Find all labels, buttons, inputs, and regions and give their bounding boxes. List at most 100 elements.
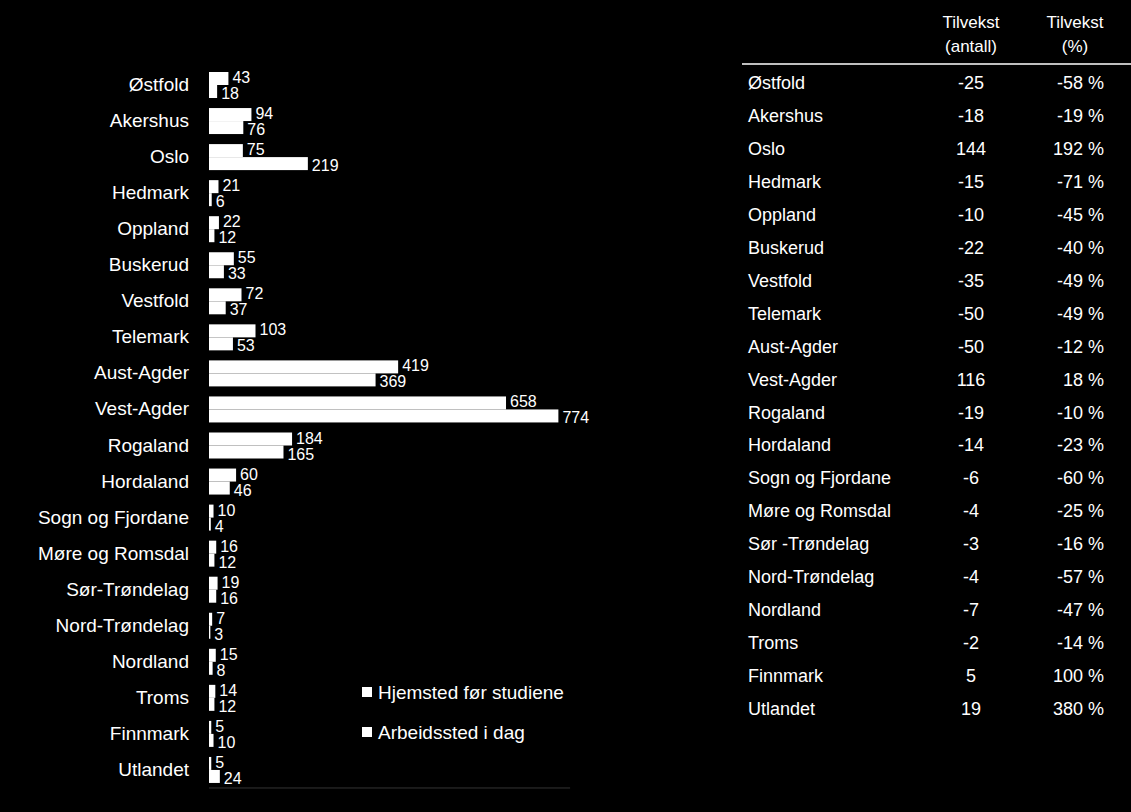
bar <box>209 757 211 770</box>
legend-label: Hjemsted før studiene <box>378 682 564 703</box>
bar <box>209 469 236 482</box>
bar <box>209 433 292 446</box>
table-cell: -25 <box>958 73 984 93</box>
category-label: Telemark <box>112 326 190 347</box>
bar <box>209 288 242 301</box>
category-label: Hordaland <box>101 471 189 492</box>
bar <box>209 685 215 698</box>
data-label: 55 <box>238 249 256 266</box>
data-label: 76 <box>247 121 265 138</box>
table-cell: -22 <box>958 238 984 258</box>
table-cell: -47 % <box>1057 600 1104 620</box>
table-cell: -16 % <box>1057 534 1104 554</box>
data-label: 18 <box>221 85 239 102</box>
legend-marker <box>362 727 372 737</box>
bar <box>209 554 214 567</box>
table-cell: -10 <box>958 205 984 225</box>
bar <box>209 216 219 229</box>
table-cell: 192 % <box>1053 139 1104 159</box>
table-cell: -49 % <box>1057 271 1104 291</box>
bar <box>209 337 233 350</box>
table-cell: -50 <box>958 337 984 357</box>
table-cell: -19 % <box>1057 106 1104 126</box>
table-row-label: Nord-Trøndelag <box>748 567 874 587</box>
category-label: Finnmark <box>110 723 190 744</box>
category-label: Østfold <box>129 74 189 95</box>
table-cell: -15 <box>958 172 984 192</box>
data-label: 19 <box>222 574 240 591</box>
data-label: 6 <box>216 193 225 210</box>
bar <box>209 505 214 518</box>
category-label: Vest-Agder <box>95 398 190 419</box>
table-cell: 18 % <box>1063 370 1104 390</box>
legend-label: Arbeidssted i dag <box>378 722 525 743</box>
data-label: 10 <box>218 734 236 751</box>
table-row-label: Hedmark <box>748 172 822 192</box>
data-label: 419 <box>402 357 429 374</box>
table-cell: -14 % <box>1057 633 1104 653</box>
data-label: 184 <box>296 430 323 447</box>
data-label: 72 <box>246 285 264 302</box>
data-label: 14 <box>219 682 237 699</box>
table-cell: -50 <box>958 304 984 324</box>
category-label: Nord-Trøndelag <box>56 615 189 636</box>
data-label: 658 <box>510 393 537 410</box>
category-label: Oslo <box>150 146 189 167</box>
category-label: Utlandet <box>118 759 189 780</box>
table-cell: -23 % <box>1057 435 1104 455</box>
table-cell: -45 % <box>1057 205 1104 225</box>
category-label: Rogaland <box>108 435 189 456</box>
table-row-label: Buskerud <box>748 238 824 258</box>
bar <box>209 662 213 675</box>
table-cell: -4 <box>963 567 979 587</box>
data-label: 3 <box>214 626 223 643</box>
table-row-label: Akershus <box>748 106 823 126</box>
table-cell: -3 <box>963 534 979 554</box>
data-label: 12 <box>218 554 236 571</box>
table-header: (antall) <box>945 37 997 56</box>
data-label: 16 <box>220 590 238 607</box>
data-label: 165 <box>287 446 314 463</box>
table-cell: 380 % <box>1053 699 1104 719</box>
bar <box>209 121 243 134</box>
data-label: 8 <box>217 662 226 679</box>
bar <box>209 144 243 157</box>
bars <box>209 72 558 783</box>
data-label: 24 <box>224 770 242 787</box>
x-axis-line <box>209 787 570 788</box>
bar <box>209 360 398 373</box>
bar <box>209 180 218 193</box>
table-cell: -25 % <box>1057 501 1104 521</box>
bar <box>209 373 376 386</box>
data-label: 4 <box>215 518 224 535</box>
table-row-label: Oslo <box>748 139 785 159</box>
table-cell: -19 <box>958 403 984 423</box>
background <box>0 0 1131 812</box>
data-label: 12 <box>218 229 236 246</box>
data-label: 219 <box>312 157 339 174</box>
table-cell: -2 <box>963 633 979 653</box>
table-row-label: Oppland <box>748 205 816 225</box>
category-label: Nordland <box>112 651 189 672</box>
bar <box>209 721 211 734</box>
bar <box>209 482 230 495</box>
bar <box>209 518 211 531</box>
data-label: 369 <box>380 373 407 390</box>
table-row-label: Møre og Romsdal <box>748 501 891 521</box>
table-cell: -49 % <box>1057 304 1104 324</box>
data-label: 21 <box>222 177 240 194</box>
table-row-label: Vest-Agder <box>748 370 837 390</box>
table-cell: -60 % <box>1057 468 1104 488</box>
table-row-label: Sogn og Fjordane <box>748 468 891 488</box>
bar <box>209 301 226 314</box>
data-label: 75 <box>247 141 265 158</box>
bar <box>209 85 217 98</box>
legend-marker <box>362 687 372 697</box>
data-label: 103 <box>259 321 286 338</box>
table-cell: 5 <box>966 666 976 686</box>
data-label: 16 <box>220 538 238 555</box>
data-label: 94 <box>255 105 273 122</box>
bar <box>209 698 214 711</box>
data-label: 33 <box>228 265 246 282</box>
figure: Østfold Akershus Oslo Hedmark Oppland Buskeru… <box>0 0 1131 812</box>
